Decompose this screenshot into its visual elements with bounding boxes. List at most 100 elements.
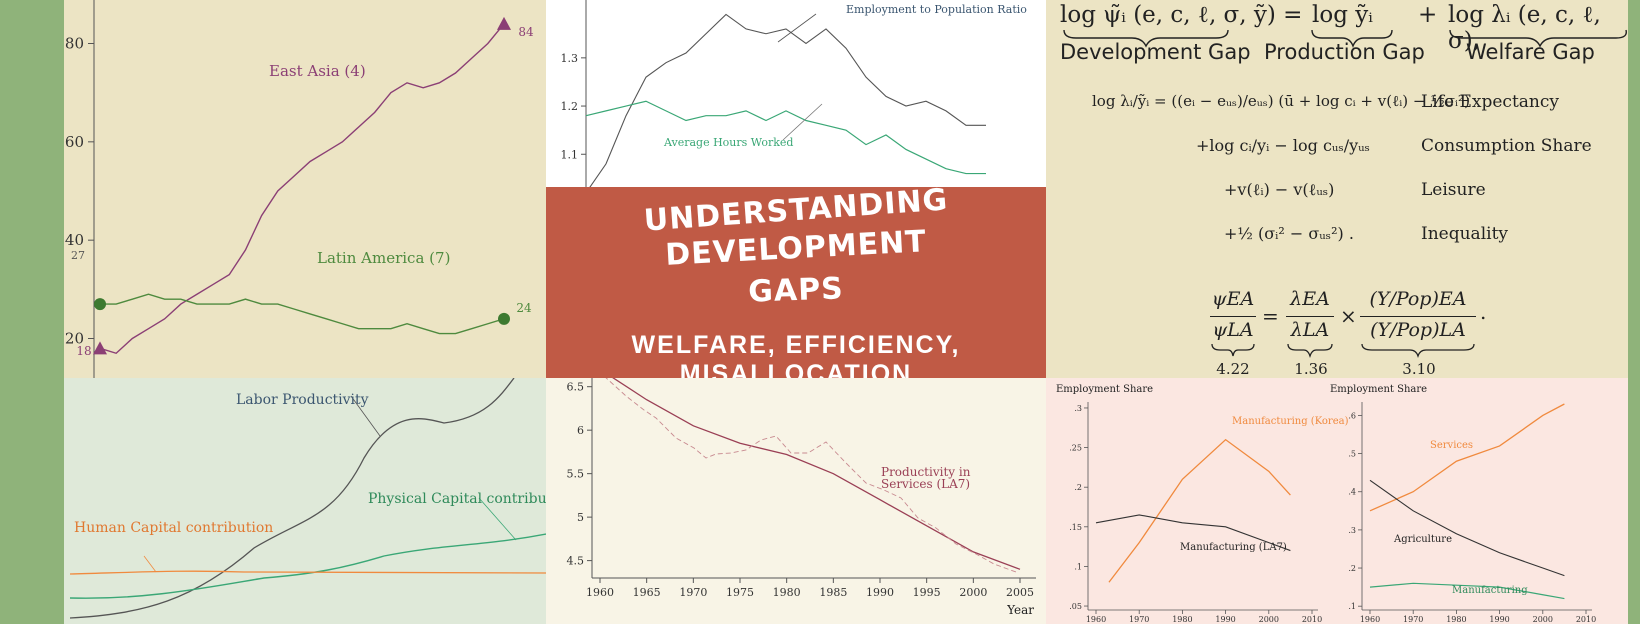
series-employment-line xyxy=(588,13,986,188)
annot-27: 27 xyxy=(71,249,85,262)
label-labor-productivity: Labor Productivity xyxy=(236,392,369,408)
brace-welfare-gap: Welfare Gap xyxy=(1466,40,1595,64)
ytick-6.5: 6.5 xyxy=(567,381,585,394)
series-latin-america-line xyxy=(100,293,505,335)
left-xtick-1970: 1970 xyxy=(1129,615,1149,624)
series-manufacturing-line xyxy=(1369,582,1565,600)
subtitle: WELFARE, EFFICIENCY, MISALLOCATION xyxy=(631,331,961,378)
series-manufacturing-la7-line xyxy=(1095,514,1291,552)
series-manufacturing-korea-line xyxy=(1108,438,1291,583)
right-xtick-1960: 1960 xyxy=(1360,615,1380,624)
xtick-2005: 2005 xyxy=(1006,586,1034,599)
xtick-1995: 1995 xyxy=(913,586,941,599)
chart-employment-shares: Employment Share Employment Share 1960 19… xyxy=(1056,384,1596,624)
ytick-60: 60 xyxy=(65,133,84,151)
left-xtick-2010: 2010 xyxy=(1302,615,1322,624)
left-ytick-.15: .15 xyxy=(1069,523,1082,532)
right-ytick-.3: .3 xyxy=(1348,526,1356,535)
ratio-lhs-num: ψEA xyxy=(1211,288,1255,310)
chart-ea-la: 20 40 60 80 East Asia (4) Latin America (7)… xyxy=(65,0,534,378)
left-xtick-1980: 1980 xyxy=(1172,615,1192,624)
right-ytick-.6: .6 xyxy=(1348,411,1356,420)
label-human-capital: Human Capital contribution xyxy=(74,520,273,536)
eq-label-inequality: Inequality xyxy=(1421,224,1509,244)
eq-main-plus: + xyxy=(1418,2,1438,28)
label-physical-capital: Physical Capital contribution xyxy=(368,491,546,507)
label-services-productivity: Productivity in Services (LA7) xyxy=(881,465,974,491)
label-east-asia: East Asia (4) xyxy=(269,62,366,80)
left-xtick-1960: 1960 xyxy=(1086,615,1106,624)
left-ytick-.1: .1 xyxy=(1074,562,1082,571)
eq-main-rhs: log λᵢ (e, c, ℓ, σ), xyxy=(1448,2,1601,54)
brace-development-gap: Development Gap xyxy=(1060,40,1251,64)
ytick-1.3: 1.3 xyxy=(561,52,579,65)
series-human-capital-line xyxy=(69,570,546,575)
right-xtick-1970: 1970 xyxy=(1403,615,1423,624)
right-ytick-.2: .2 xyxy=(1348,564,1356,573)
panel-employment-hours: 1.3 1.2 1.1 Employment to Population Ratio… xyxy=(546,0,1046,188)
label-latin-america: Latin America (7) xyxy=(317,249,450,267)
east-asia-start-marker xyxy=(93,341,107,355)
right-ytick-.5: .5 xyxy=(1348,450,1356,459)
ratio-equals: = xyxy=(1262,304,1279,328)
xtick-1965: 1965 xyxy=(633,586,661,599)
series-services-productivity-raw xyxy=(605,378,1017,573)
series-east-asia-line xyxy=(99,23,505,355)
annot-84: 84 xyxy=(518,25,534,39)
left-xtick-2000: 2000 xyxy=(1259,615,1279,624)
eq-ratio: ψEA ψLA = λEA λLA × (Y/Pop)EA (Y/Pop)LA … xyxy=(1210,284,1520,378)
panel-productivity-decomposition: Labor Productivity Physical Capital cont… xyxy=(64,378,546,624)
right-ytick-.1: .1 xyxy=(1348,602,1356,611)
chart-employment-hours: 1.3 1.2 1.1 Employment to Population Ratio… xyxy=(561,0,1027,188)
ratio-rhs-num: (Y/Pop)EA xyxy=(1369,288,1467,310)
series-hours-line xyxy=(585,100,986,175)
label-average-hours: Average Hours Worked xyxy=(663,136,793,149)
ytick-6: 6 xyxy=(577,424,584,437)
xtick-2000: 2000 xyxy=(959,586,987,599)
east-asia-end-marker xyxy=(497,16,511,30)
xtick-1960: 1960 xyxy=(586,586,614,599)
xtick-1985: 1985 xyxy=(819,586,847,599)
ytick-80: 80 xyxy=(65,35,84,53)
series-physical-capital-line xyxy=(69,533,546,599)
ytick-20: 20 xyxy=(65,330,84,348)
left-ytick-.25: .25 xyxy=(1069,444,1082,453)
title-banner: UNDERSTANDING DEVELOPMENT GAPS WELFARE, … xyxy=(546,187,1046,378)
ratio-lhs-den: ψLA xyxy=(1212,319,1254,341)
label-services: Services xyxy=(1430,440,1473,451)
right-xtick-1990: 1990 xyxy=(1489,615,1509,624)
label-agriculture: Agriculture xyxy=(1393,534,1452,545)
panel-equations: log ψ̃ᵢ (e, c, ℓ, σ, ỹ) = log ỹᵢ + log λ… xyxy=(1046,0,1628,378)
left-ytick-.05: .05 xyxy=(1069,602,1082,611)
eq-row-4: +½ (σᵢ² − σᵤₛ²) . xyxy=(1224,224,1354,243)
eq-main-mid: log ỹᵢ xyxy=(1312,2,1373,28)
ylabel-left: Employment Share xyxy=(1056,384,1153,395)
eq-braces xyxy=(1063,29,1627,48)
xtick-1975: 1975 xyxy=(726,586,754,599)
x-axis-label-year: Year xyxy=(1006,603,1034,617)
ratio-end: . xyxy=(1480,300,1487,324)
eq-label-life-expectancy: Life Expectancy xyxy=(1421,92,1559,112)
panel-east-asia-latin-america: 20 40 60 80 East Asia (4) Latin America (7)… xyxy=(64,0,546,378)
ratio-rhs-den: (Y/Pop)LA xyxy=(1370,319,1466,341)
series-labor-productivity-line xyxy=(69,378,515,619)
xtick-1980: 1980 xyxy=(773,586,801,599)
ratio-times: × xyxy=(1340,304,1357,328)
left-ytick-.2: .2 xyxy=(1074,483,1082,492)
right-xtick-1980: 1980 xyxy=(1446,615,1466,624)
latin-america-end-marker xyxy=(498,312,510,325)
ytick-1.2: 1.2 xyxy=(561,100,579,113)
right-xtick-2010: 2010 xyxy=(1576,615,1596,624)
panel-services-productivity: 1960 1965 1970 1975 1980 1985 1990 1995 2000 2005… xyxy=(546,378,1046,624)
eq-label-consumption-share: Consumption Share xyxy=(1421,136,1592,156)
ytick-1.1: 1.1 xyxy=(561,148,579,161)
left-ytick-.3: .3 xyxy=(1074,404,1082,413)
panel-employment-shares: Employment Share Employment Share 1960 19… xyxy=(1046,378,1628,624)
eq-main-lhs: log ψ̃ᵢ (e, c, ℓ, σ, ỹ) = xyxy=(1060,2,1303,28)
ytick-5: 5 xyxy=(577,511,584,524)
ytick-40: 40 xyxy=(65,231,84,249)
annot-18: 18 xyxy=(76,344,91,358)
xtick-1990: 1990 xyxy=(866,586,894,599)
right-ytick-.4: .4 xyxy=(1348,488,1356,497)
series-services-line xyxy=(1369,403,1565,512)
